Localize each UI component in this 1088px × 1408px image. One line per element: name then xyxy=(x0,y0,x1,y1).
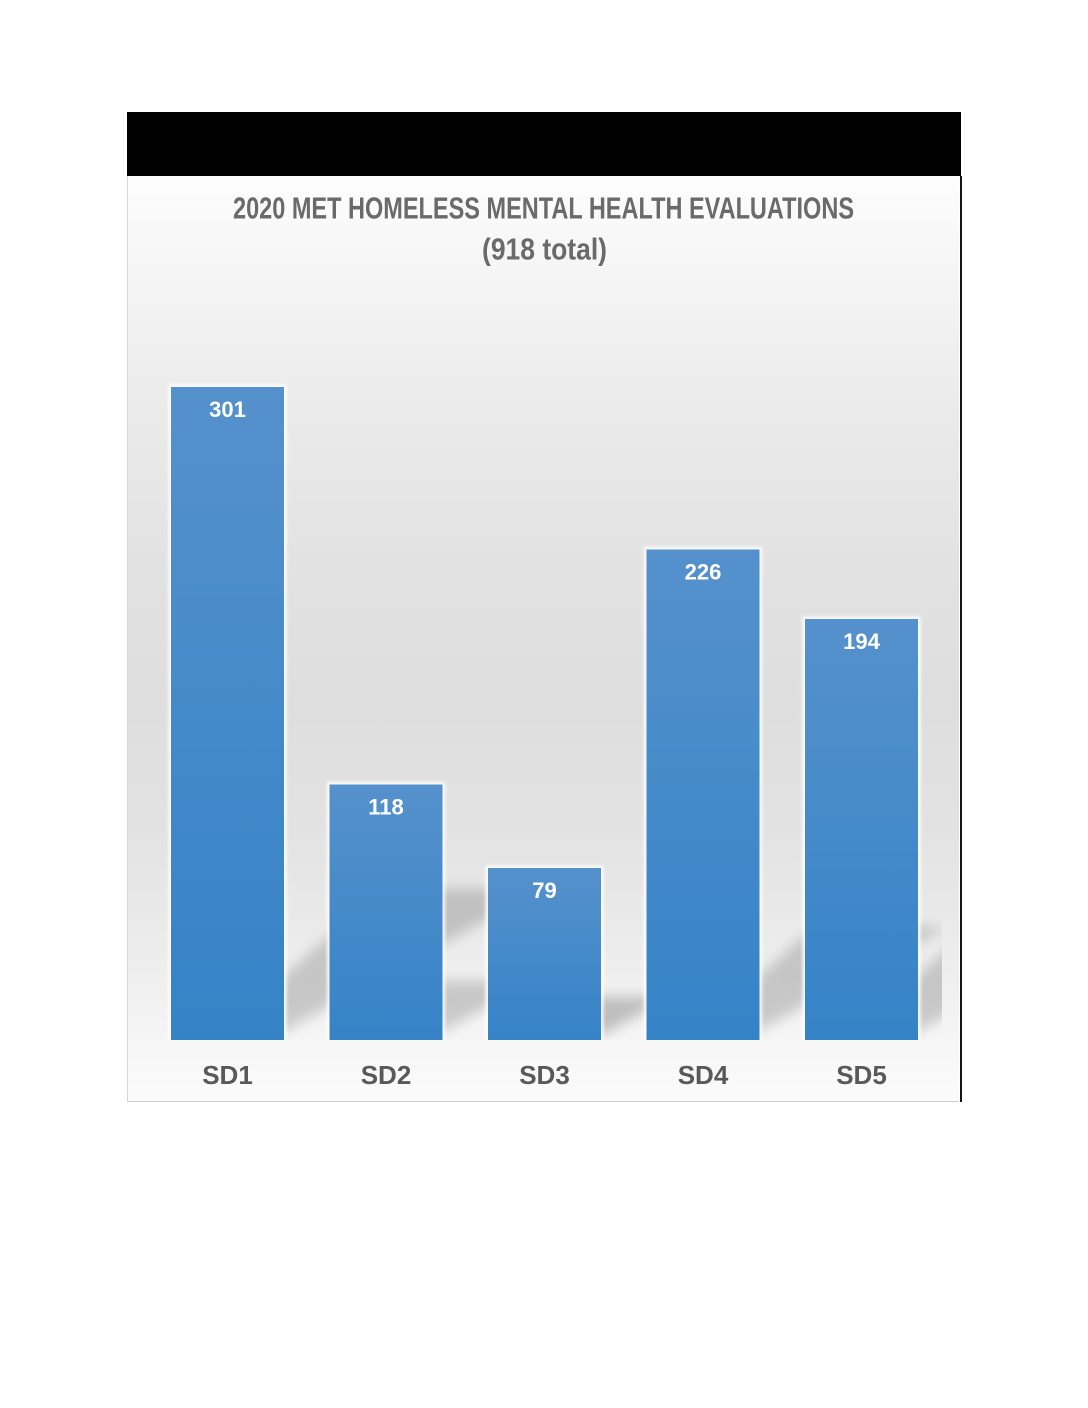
svg-text:194: 194 xyxy=(843,629,880,654)
svg-text:79: 79 xyxy=(532,878,556,903)
svg-text:118: 118 xyxy=(368,795,404,820)
svg-text:SD1: SD1 xyxy=(202,1060,253,1090)
svg-text:(918 total): (918 total) xyxy=(482,232,607,267)
svg-text:301: 301 xyxy=(209,397,246,422)
svg-text:SD2: SD2 xyxy=(361,1060,412,1090)
svg-text:2020 MET HOMELESS MENTAL HEALT: 2020 MET HOMELESS MENTAL HEALTH EVALUATI… xyxy=(233,191,854,226)
svg-text:SD4: SD4 xyxy=(678,1060,729,1090)
svg-text:226: 226 xyxy=(685,560,722,585)
svg-text:SD3: SD3 xyxy=(519,1060,570,1090)
svg-text:SD5: SD5 xyxy=(836,1060,887,1090)
